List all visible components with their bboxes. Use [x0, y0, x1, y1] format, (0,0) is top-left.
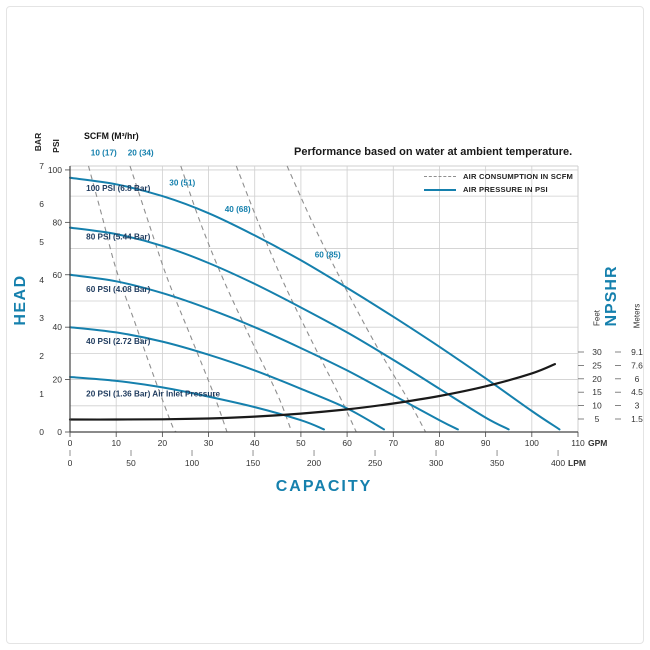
air-consumption-curve: [235, 165, 357, 433]
tick-label-lpm: 250: [368, 458, 382, 468]
tick-label-psi: 100: [48, 165, 62, 175]
legend-item-air-pressure: AIR PRESSURE IN PSI: [424, 185, 573, 194]
air-pressure-curve: [69, 326, 385, 431]
pressure-curve-label: 60 PSI (4.08 Bar): [86, 285, 150, 294]
tick-label-gpm: 110: [571, 438, 585, 448]
right-axis-unit-meters: Meters: [632, 303, 642, 329]
unit-label-gpm: GPM: [588, 438, 607, 448]
tick-label-lpm: 300: [429, 458, 443, 468]
tick-label-bar: 4: [39, 275, 44, 285]
tick-label-feet: 30: [592, 347, 602, 357]
legend-item-air-consumption: AIR CONSUMPTION IN SCFM: [424, 172, 573, 181]
tick-label-gpm: 70: [389, 438, 399, 448]
tick-label-bar: 1: [39, 389, 44, 399]
air-consumption-curve: [87, 165, 177, 433]
tick-label-gpm: 80: [435, 438, 445, 448]
tick-label-gpm: 30: [204, 438, 214, 448]
y-axis-unit-bar: BAR: [33, 132, 43, 152]
solid-line-sample: [424, 188, 456, 191]
air-pressure-curve: [69, 176, 561, 431]
air-consumption-curve: [129, 165, 228, 433]
tick-label-bar: 3: [39, 313, 44, 323]
npshr-curve: [68, 363, 556, 421]
right-axis-unit-feet: Feet: [592, 309, 602, 327]
pressure-curve-label: 100 PSI (6.8 Bar): [86, 184, 150, 193]
tick-label-gpm: 100: [525, 438, 539, 448]
tick-label-meters: 6: [635, 374, 640, 384]
chart-title: Performance based on water at ambient te…: [294, 146, 573, 158]
tick-label-psi: 0: [57, 427, 62, 437]
y-axis-title-npshr: NPSHR: [603, 265, 620, 327]
scfm-curve-label: 60 (85): [315, 251, 341, 260]
tick-label-gpm: 20: [158, 438, 168, 448]
tick-label-psi: 80: [53, 217, 63, 227]
tick-label-meters: 1.5: [631, 414, 643, 424]
legend-label-air-pressure: AIR PRESSURE IN PSI: [463, 185, 548, 194]
tick-label-psi: 60: [53, 270, 63, 280]
tick-label-bar: 0: [39, 427, 44, 437]
pressure-curve-label: 80 PSI (5.44 Bar): [86, 232, 150, 241]
scfm-curve-label: 10 (17): [91, 149, 117, 158]
tick-label-meters: 3: [635, 401, 640, 411]
pressure-curve-label: 20 PSI (1.36 Bar) Air Inlet Pressure: [86, 390, 220, 399]
tick-label-gpm: 50: [296, 438, 306, 448]
tick-label-bar: 5: [39, 237, 44, 247]
tick-label-lpm: 400: [551, 458, 565, 468]
tick-label-meters: 9.1: [631, 347, 643, 357]
tick-label-lpm: 50: [126, 458, 136, 468]
tick-label-gpm: 90: [481, 438, 491, 448]
y-axis-title-head: HEAD: [12, 274, 29, 326]
tick-label-lpm: 200: [307, 458, 321, 468]
tick-label-gpm: 0: [68, 438, 73, 448]
tick-label-psi: 40: [53, 322, 63, 332]
legend-label-air-consumption: AIR CONSUMPTION IN SCFM: [463, 172, 574, 181]
tick-label-lpm: 100: [185, 458, 199, 468]
air-pressure-curve: [69, 226, 510, 431]
tick-label-feet: 25: [592, 360, 602, 370]
tick-label-meters: 7.6: [631, 360, 643, 370]
pressure-curve-label: 40 PSI (2.72 Bar): [86, 337, 150, 346]
tick-label-gpm: 40: [250, 438, 260, 448]
scfm-curve-label: 30 (51): [169, 179, 195, 188]
dashed-line-sample: [424, 176, 456, 177]
scfm-curve-label: 40 (68): [225, 205, 251, 214]
air-consumption-curve: [180, 165, 293, 433]
scfm-curve-label: 20 (34): [128, 149, 154, 158]
unit-label-lpm: LPM: [568, 458, 586, 468]
tick-label-feet: 5: [595, 414, 600, 424]
tick-label-meters: 4.5: [631, 387, 643, 397]
tick-label-feet: 10: [592, 401, 602, 411]
tick-label-lpm: 150: [246, 458, 260, 468]
tick-label-bar: 2: [39, 351, 44, 361]
legend: AIR CONSUMPTION IN SCFM AIR PRESSURE IN …: [424, 172, 573, 194]
tick-label-bar: 7: [39, 161, 44, 171]
tick-label-psi: 20: [53, 375, 63, 385]
tick-label-bar: 6: [39, 199, 44, 209]
tick-label-feet: 20: [592, 374, 602, 384]
tick-label-gpm: 60: [342, 438, 352, 448]
tick-label-gpm: 10: [111, 438, 121, 448]
x-axis-title-capacity: CAPACITY: [275, 478, 373, 495]
air-consumption-curve: [286, 165, 427, 433]
air-pressure-curve: [69, 273, 459, 431]
tick-label-feet: 15: [592, 387, 602, 397]
air-pressure-curve: [69, 376, 325, 431]
scfm-axis-header: SCFM (M³/hr): [84, 131, 139, 141]
y-axis-unit-psi: PSI: [51, 139, 61, 153]
tick-label-lpm: 350: [490, 458, 504, 468]
tick-label-lpm: 0: [68, 458, 73, 468]
